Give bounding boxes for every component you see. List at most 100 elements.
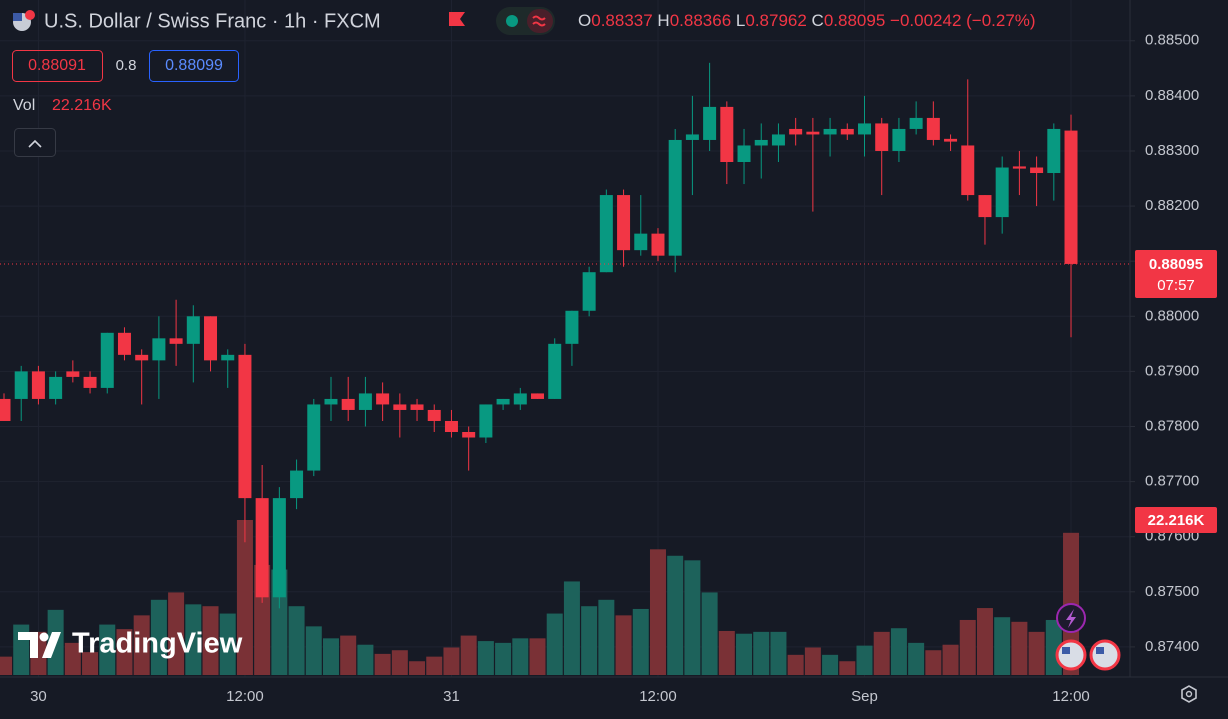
volume-bar bbox=[185, 604, 202, 675]
volume-bar bbox=[477, 641, 494, 675]
volume-bar bbox=[632, 608, 649, 675]
volume-bar bbox=[908, 642, 925, 675]
volume-bar bbox=[925, 650, 942, 675]
volume-bar bbox=[0, 656, 12, 675]
flag-icon bbox=[1062, 647, 1070, 654]
flag-button[interactable] bbox=[449, 12, 465, 26]
ask-price: 0.88099 bbox=[165, 57, 223, 74]
volume-bar bbox=[133, 615, 150, 675]
volume-bar bbox=[168, 592, 185, 675]
volume-bar bbox=[236, 520, 253, 675]
candle-body bbox=[0, 398, 11, 421]
candle-body bbox=[617, 195, 631, 251]
volume-legend-name: Vol bbox=[13, 97, 35, 114]
logo-text: TradingView bbox=[72, 628, 243, 660]
collapse-button[interactable] bbox=[14, 128, 56, 157]
x-tick-label: 12:00 bbox=[639, 688, 677, 705]
economic-event[interactable] bbox=[1089, 639, 1121, 671]
candle-body bbox=[858, 123, 871, 135]
y-tick-label: 0.87800 bbox=[1145, 417, 1199, 434]
candle-body bbox=[926, 117, 940, 140]
candle-body bbox=[944, 138, 958, 142]
volume-bar bbox=[460, 635, 477, 675]
volume-bar bbox=[684, 560, 701, 675]
economic-event[interactable] bbox=[1055, 639, 1087, 671]
candle-body bbox=[685, 134, 699, 140]
candle-body bbox=[531, 393, 545, 399]
volume-bar bbox=[822, 654, 839, 675]
volume-bar bbox=[667, 555, 684, 675]
settings-button[interactable] bbox=[1181, 685, 1197, 703]
candle-body bbox=[565, 310, 579, 344]
ohlc-letter: L bbox=[736, 11, 745, 30]
candle-body bbox=[31, 371, 45, 399]
candle-body bbox=[479, 404, 493, 438]
candle-body bbox=[548, 343, 562, 399]
candle-body bbox=[668, 139, 682, 256]
x-tick-label: 12:00 bbox=[1052, 688, 1090, 705]
volume-bar bbox=[116, 629, 133, 675]
ohlc-value: 0.88337 bbox=[591, 11, 652, 30]
market-open-dot bbox=[506, 15, 518, 27]
y-tick-label: 0.87400 bbox=[1145, 638, 1199, 655]
candle-body bbox=[290, 470, 304, 499]
flag-icon bbox=[1096, 647, 1104, 654]
volume-bar bbox=[994, 617, 1011, 675]
candle-body bbox=[83, 376, 97, 388]
last-price-label-bg bbox=[1135, 249, 1217, 298]
candle-body bbox=[995, 167, 1009, 218]
candle-body bbox=[754, 139, 768, 146]
candle-body bbox=[737, 145, 751, 162]
y-tick-label: 0.88400 bbox=[1145, 87, 1199, 104]
volume-bar bbox=[563, 581, 580, 675]
volume-bar bbox=[64, 642, 81, 675]
candle-body bbox=[307, 404, 321, 471]
volume-bar bbox=[546, 613, 563, 675]
candle-body bbox=[892, 128, 906, 151]
candle-body bbox=[703, 106, 717, 140]
x-tick-label: 12:00 bbox=[226, 688, 264, 705]
x-tick-label: 31 bbox=[443, 688, 460, 705]
delay-icon bbox=[532, 15, 546, 27]
volume-bar bbox=[942, 644, 959, 675]
candle-body bbox=[204, 316, 218, 361]
candle-body bbox=[49, 376, 63, 399]
candle-body bbox=[823, 128, 837, 135]
candle-body bbox=[513, 393, 527, 405]
volume-bar bbox=[701, 592, 718, 675]
ohlc-legend: O0.88337 H0.88366 L0.87962 C0.88095 −0.0… bbox=[578, 11, 1036, 30]
x-tick-label: 30 bbox=[30, 688, 47, 705]
spread: 0.8 bbox=[116, 57, 137, 74]
ohlc-letter: C bbox=[812, 11, 824, 30]
candle-body bbox=[875, 123, 889, 151]
ohlc-letter: H bbox=[657, 11, 669, 30]
candle-body bbox=[410, 404, 424, 410]
volume-bar bbox=[718, 630, 735, 675]
candle-body bbox=[100, 332, 114, 388]
candle-body bbox=[1064, 130, 1078, 264]
symbol-title[interactable]: U.S. Dollar / Swiss Franc · 1h · FXCM bbox=[44, 10, 381, 32]
volume-bar bbox=[753, 631, 770, 675]
volume-bar bbox=[150, 599, 167, 675]
volume-bar bbox=[787, 654, 804, 675]
candle-body bbox=[152, 338, 166, 361]
volume-bar bbox=[512, 638, 529, 675]
ohlc-value: 0.87962 bbox=[745, 11, 806, 30]
y-tick-label: 0.87900 bbox=[1145, 362, 1199, 379]
buy-button[interactable] bbox=[149, 50, 239, 82]
volume-bar bbox=[976, 608, 993, 675]
logo-mark bbox=[18, 632, 61, 658]
delay-badge bbox=[527, 9, 553, 33]
change: −0.00242 (−0.27%) bbox=[890, 11, 1036, 30]
volume-label: 22.216K bbox=[1148, 512, 1205, 529]
volume-bar bbox=[649, 549, 666, 675]
volume-bar bbox=[357, 644, 374, 675]
candle-body bbox=[255, 498, 269, 598]
sell-button[interactable] bbox=[12, 50, 103, 82]
volume-bar bbox=[99, 624, 116, 675]
candle-body bbox=[771, 134, 785, 146]
volume-bar bbox=[409, 661, 426, 675]
ohlc-letter: O bbox=[578, 11, 591, 30]
volume-bar bbox=[391, 650, 408, 675]
